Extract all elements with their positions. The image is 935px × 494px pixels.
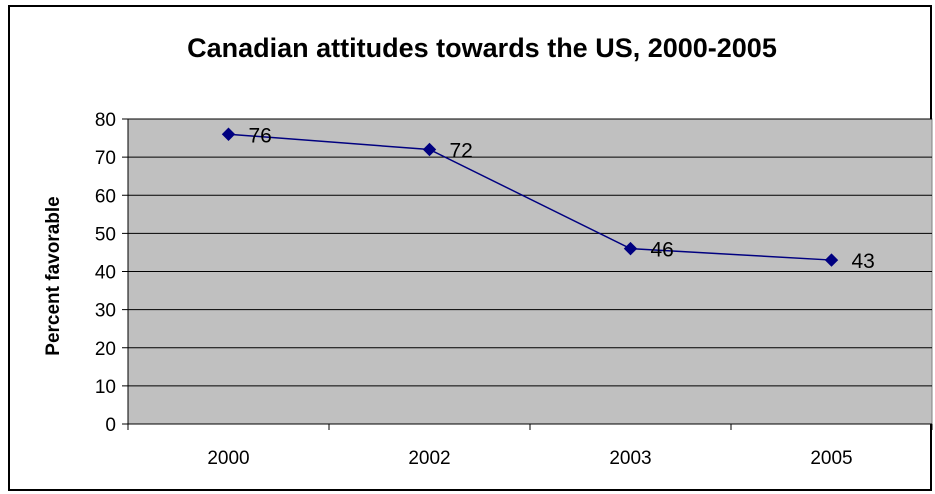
data-label: 76 xyxy=(249,124,272,147)
x-tick-label: 2000 xyxy=(207,448,249,469)
y-tick-label: 0 xyxy=(105,415,116,436)
y-tick-label: 80 xyxy=(95,110,116,131)
x-tick-label: 2003 xyxy=(609,448,651,469)
data-point xyxy=(824,253,839,267)
data-point xyxy=(623,241,638,256)
y-tick-label: 60 xyxy=(95,186,116,207)
y-axis-label: Percent favorable xyxy=(43,196,64,355)
series-group: 76 72 46 43 xyxy=(221,124,875,273)
series-line xyxy=(228,133,832,261)
y-tick-label: 50 xyxy=(95,224,116,245)
data-point xyxy=(422,142,437,157)
y-tick-label: 30 xyxy=(95,301,116,322)
x-axis: 2000 2002 2003 2005 xyxy=(127,423,933,469)
data-label: 43 xyxy=(852,250,875,273)
x-tick-label: 2002 xyxy=(408,448,450,469)
y-tick-label: 20 xyxy=(95,339,116,360)
x-tick-label: 2005 xyxy=(810,448,852,469)
chart-title: Canadian attitudes towards the US, 2000-… xyxy=(187,33,777,63)
y-axis: 0 10 20 30 40 50 60 70 80 xyxy=(95,110,129,436)
data-label: 46 xyxy=(651,239,674,262)
y-tick-label: 10 xyxy=(95,377,116,398)
data-point xyxy=(221,127,236,141)
y-tick-label: 40 xyxy=(95,263,116,284)
data-label: 72 xyxy=(450,140,473,163)
y-tick-label: 70 xyxy=(95,148,116,169)
gridlines xyxy=(128,118,932,387)
